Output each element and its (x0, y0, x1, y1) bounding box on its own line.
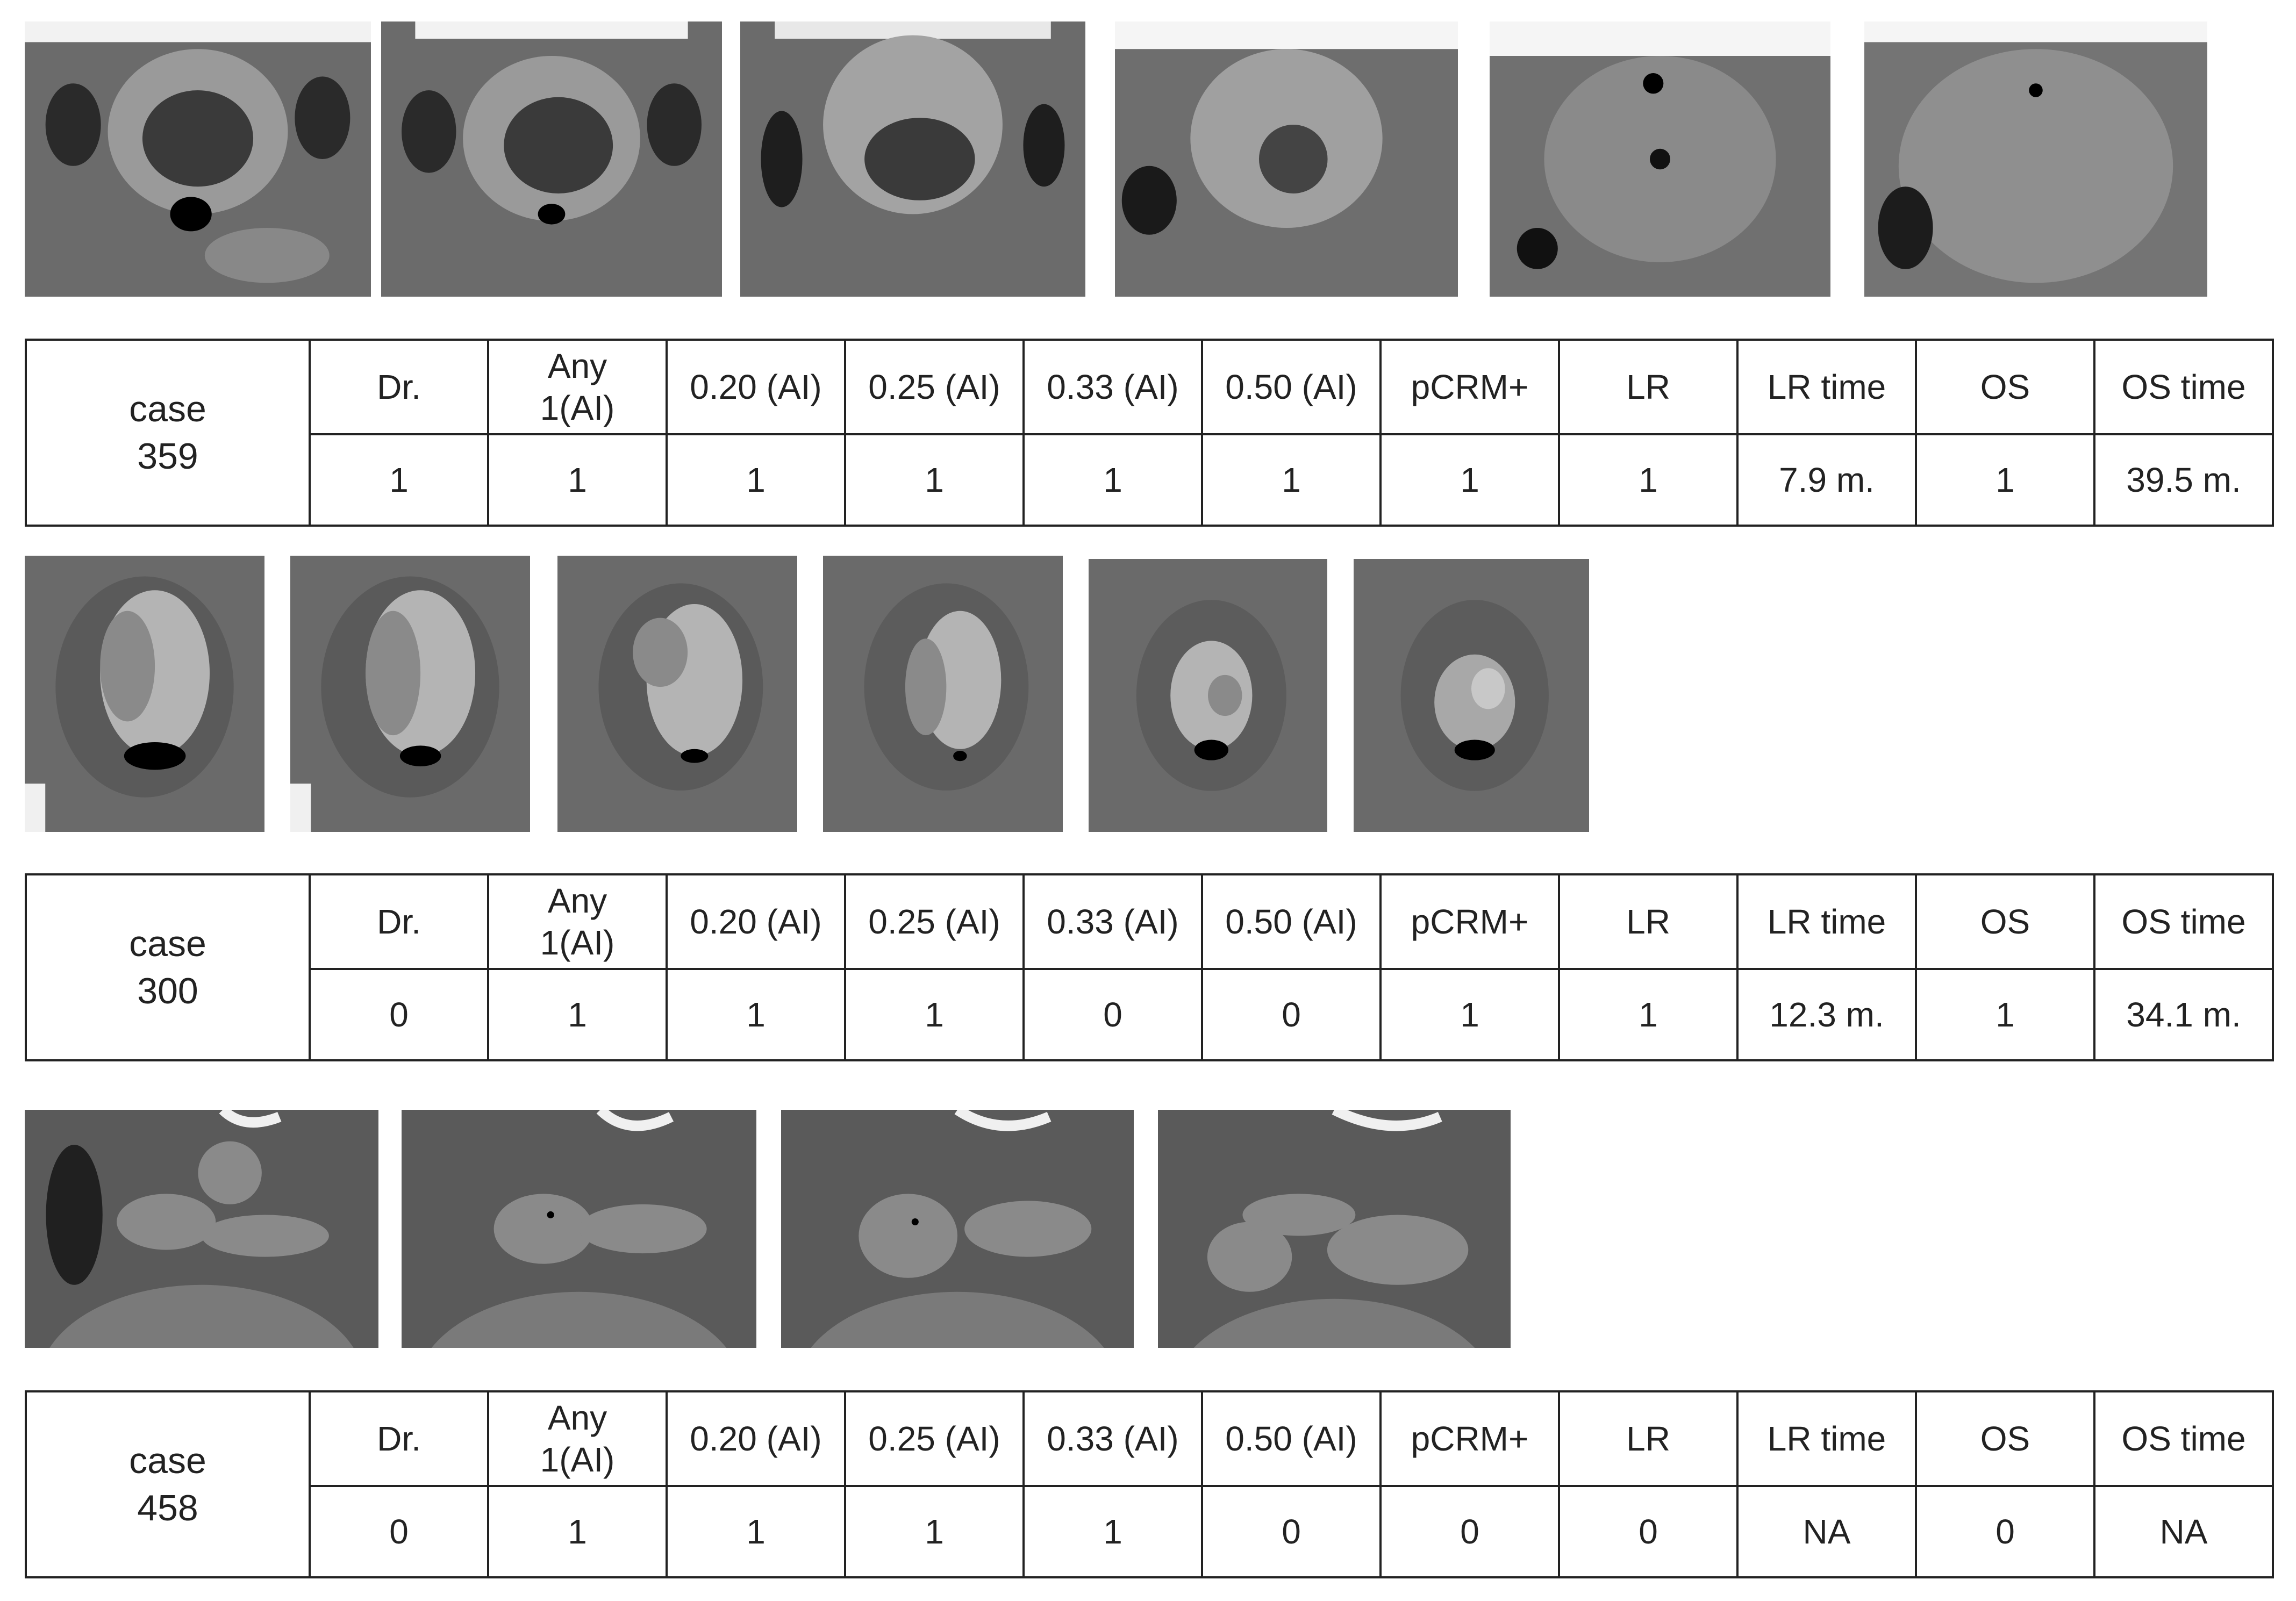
value-cell-os-time: NA (2093, 1485, 2274, 1578)
ct-scan-image (1089, 559, 1327, 832)
column-header-dr: Dr. (309, 1390, 489, 1487)
results-table-case-359: case 359 Dr. Any 1(AI) 0.20 (AI) 0.25 (AI)… (25, 339, 2274, 527)
value-cell-pcrm: 1 (1379, 433, 1560, 527)
case-label-cell: case 300 (25, 873, 311, 1061)
value-cell-0.25-ai: 1 (844, 433, 1025, 527)
ct-scan-image (1115, 21, 1458, 297)
column-header-lr: LR (1558, 339, 1739, 435)
column-header-lr-time: LR time (1736, 1390, 1917, 1487)
ct-scan-image (402, 1110, 756, 1348)
column-header-dr: Dr. (309, 873, 489, 970)
value-cell-0.33-ai: 1 (1022, 1485, 1203, 1578)
column-header-0.25-ai: 0.25 (AI) (844, 339, 1025, 435)
column-header-os: OS (1915, 1390, 2095, 1487)
ct-scan-image (1864, 21, 2207, 297)
column-header-0.50-ai: 0.50 (AI) (1201, 873, 1382, 970)
value-cell-os: 1 (1915, 433, 2095, 527)
value-cell-pcrm: 0 (1379, 1485, 1560, 1578)
value-cell-0.33-ai: 0 (1022, 968, 1203, 1061)
ct-scan-image (1158, 1110, 1511, 1348)
column-header-os: OS (1915, 873, 2095, 970)
value-cell-any-1-ai: 1 (487, 968, 668, 1061)
case-label-cell: case 458 (25, 1390, 311, 1578)
column-header-0.50-ai: 0.50 (AI) (1201, 339, 1382, 435)
ct-scan-image (740, 21, 1085, 297)
ct-scan-image (290, 556, 530, 832)
value-cell-lr-time: 7.9 m. (1736, 433, 1917, 527)
value-cell-0.50-ai: 1 (1201, 433, 1382, 527)
column-header-pcrm: pCRM+ (1379, 1390, 1560, 1487)
ct-scan-image (557, 556, 797, 832)
column-header-0.50-ai: 0.50 (AI) (1201, 1390, 1382, 1487)
value-cell-any-1-ai: 1 (487, 433, 668, 527)
column-header-os-time: OS time (2093, 339, 2274, 435)
column-header-pcrm: pCRM+ (1379, 339, 1560, 435)
value-cell-lr-time: NA (1736, 1485, 1917, 1578)
value-cell-0.25-ai: 1 (844, 1485, 1025, 1578)
ct-scan-image (823, 556, 1063, 832)
value-cell-lr-time: 12.3 m. (1736, 968, 1917, 1061)
value-cell-0.20-ai: 1 (666, 968, 846, 1061)
ct-scan-image (1354, 559, 1589, 832)
column-header-any-1-ai: Any 1(AI) (487, 873, 668, 970)
value-cell-dr: 0 (309, 968, 489, 1061)
column-header-os: OS (1915, 339, 2095, 435)
column-header-0.20-ai: 0.20 (AI) (666, 339, 846, 435)
value-cell-0.25-ai: 1 (844, 968, 1025, 1061)
value-cell-dr: 1 (309, 433, 489, 527)
column-header-0.25-ai: 0.25 (AI) (844, 873, 1025, 970)
value-cell-any-1-ai: 1 (487, 1485, 668, 1578)
column-header-0.33-ai: 0.33 (AI) (1022, 1390, 1203, 1487)
column-header-0.33-ai: 0.33 (AI) (1022, 873, 1203, 970)
value-cell-pcrm: 1 (1379, 968, 1560, 1061)
column-header-pcrm: pCRM+ (1379, 873, 1560, 970)
column-header-os-time: OS time (2093, 873, 2274, 970)
value-cell-lr: 1 (1558, 433, 1739, 527)
column-header-any-1-ai: Any 1(AI) (487, 1390, 668, 1487)
column-header-lr: LR (1558, 873, 1739, 970)
value-cell-os: 0 (1915, 1485, 2095, 1578)
value-cell-0.50-ai: 0 (1201, 1485, 1382, 1578)
value-cell-os-time: 34.1 m. (2093, 968, 2274, 1061)
ct-scan-image (25, 21, 371, 297)
column-header-lr-time: LR time (1736, 339, 1917, 435)
column-header-0.20-ai: 0.20 (AI) (666, 873, 846, 970)
value-cell-lr: 0 (1558, 1485, 1739, 1578)
ct-scan-image (25, 1110, 378, 1348)
results-table-case-458: case 458 Dr. Any 1(AI) 0.20 (AI) 0.25 (AI)… (25, 1390, 2274, 1578)
value-cell-0.33-ai: 1 (1022, 433, 1203, 527)
column-header-lr: LR (1558, 1390, 1739, 1487)
results-table-case-300: case 300 Dr. Any 1(AI) 0.20 (AI) 0.25 (AI)… (25, 873, 2274, 1061)
column-header-0.25-ai: 0.25 (AI) (844, 1390, 1025, 1487)
case-label-cell: case 359 (25, 339, 311, 527)
column-header-0.33-ai: 0.33 (AI) (1022, 339, 1203, 435)
value-cell-os: 1 (1915, 968, 2095, 1061)
value-cell-0.20-ai: 1 (666, 1485, 846, 1578)
ct-scan-image (25, 556, 264, 832)
ct-scan-image (1490, 21, 1830, 297)
column-header-os-time: OS time (2093, 1390, 2274, 1487)
value-cell-0.50-ai: 0 (1201, 968, 1382, 1061)
ct-scan-image (381, 21, 722, 297)
value-cell-lr: 1 (1558, 968, 1739, 1061)
ct-scan-image (781, 1110, 1134, 1348)
column-header-0.20-ai: 0.20 (AI) (666, 1390, 846, 1487)
value-cell-os-time: 39.5 m. (2093, 433, 2274, 527)
value-cell-0.20-ai: 1 (666, 433, 846, 527)
column-header-lr-time: LR time (1736, 873, 1917, 970)
column-header-any-1-ai: Any 1(AI) (487, 339, 668, 435)
value-cell-dr: 0 (309, 1485, 489, 1578)
column-header-dr: Dr. (309, 339, 489, 435)
